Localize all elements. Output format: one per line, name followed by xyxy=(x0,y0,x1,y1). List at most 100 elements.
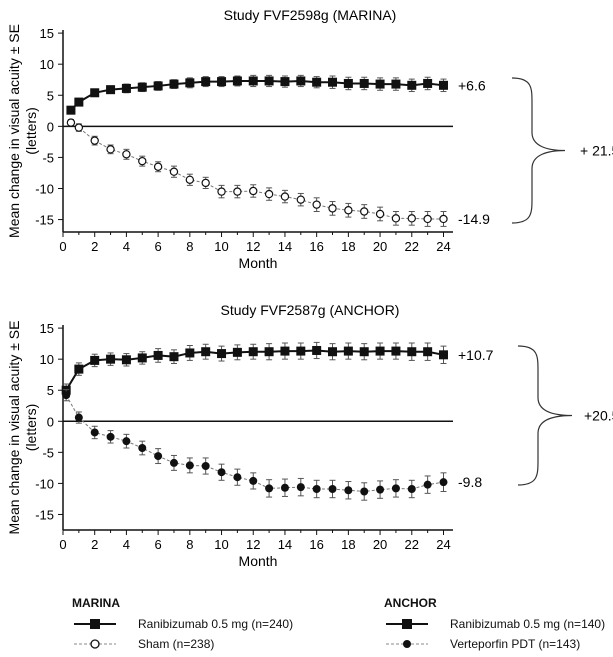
data-point xyxy=(296,195,306,204)
data-point xyxy=(375,346,385,356)
data-point xyxy=(232,76,242,86)
x-tick-label: 0 xyxy=(59,537,66,552)
data-point xyxy=(169,458,178,467)
x-tick-label: 16 xyxy=(309,537,323,552)
x-tick-label: 4 xyxy=(123,239,130,254)
data-point xyxy=(121,355,131,365)
x-tick-label: 10 xyxy=(214,537,228,552)
data-point xyxy=(90,428,99,437)
data-point xyxy=(248,347,258,357)
legend-anchor: ANCHOR Ranibizumab 0.5 mg (n=140) Vertep… xyxy=(384,596,605,654)
data-point xyxy=(137,353,147,363)
legend-label: Verteporfin PDT (n=143) xyxy=(450,637,581,651)
x-tick-label: 2 xyxy=(91,537,98,552)
data-point xyxy=(185,175,195,184)
x-tick-label: 18 xyxy=(341,537,355,552)
filled-square-line-icon xyxy=(74,619,116,629)
series-filled-circle xyxy=(62,389,448,501)
data-point xyxy=(217,349,227,359)
chart-title: Study FVF2598g (MARINA) xyxy=(224,7,397,23)
difference-brace xyxy=(517,345,573,486)
data-point xyxy=(264,76,274,86)
y-tick-label: 15 xyxy=(40,26,54,41)
data-point xyxy=(74,97,84,107)
data-point xyxy=(376,485,385,494)
data-point xyxy=(423,214,432,224)
data-point xyxy=(359,78,369,88)
end-value-label: +6.6 xyxy=(458,77,486,93)
legend-heading: MARINA xyxy=(72,596,120,610)
data-point xyxy=(391,79,401,89)
series-filled-square xyxy=(66,74,448,115)
y-tick-label: -15 xyxy=(35,507,54,522)
data-point xyxy=(343,78,353,88)
y-axis-label: Mean change in visual acuity ± SE xyxy=(6,24,22,238)
series-line xyxy=(70,122,444,220)
data-point xyxy=(312,200,321,209)
difference-brace xyxy=(511,77,566,224)
difference-label: +20.5 xyxy=(584,408,613,424)
y-tick-label: -10 xyxy=(35,181,54,196)
data-point xyxy=(66,118,76,127)
data-point xyxy=(280,483,289,492)
data-point xyxy=(122,437,131,446)
data-point xyxy=(201,77,211,87)
data-point xyxy=(217,468,226,477)
data-point xyxy=(328,77,338,87)
data-point xyxy=(360,487,369,496)
x-tick-label: 8 xyxy=(186,239,193,254)
data-point xyxy=(169,79,179,89)
data-point xyxy=(138,444,147,452)
data-point xyxy=(169,167,179,176)
data-point xyxy=(233,187,242,196)
data-point xyxy=(343,346,353,356)
data-point xyxy=(74,413,83,422)
data-point xyxy=(106,145,115,154)
data-point xyxy=(328,485,337,493)
data-point xyxy=(106,85,116,95)
data-point xyxy=(423,480,432,489)
data-point xyxy=(217,77,227,87)
data-point xyxy=(312,485,321,493)
series-filled-square xyxy=(61,341,448,397)
x-tick-label: 24 xyxy=(436,239,450,254)
end-value-label: -14.9 xyxy=(458,211,490,227)
data-point xyxy=(90,88,100,98)
data-point xyxy=(407,214,416,223)
data-point xyxy=(439,478,448,487)
data-point xyxy=(359,347,369,357)
data-point xyxy=(265,484,274,493)
data-point xyxy=(74,364,84,374)
series-open-circle xyxy=(66,118,448,227)
data-point xyxy=(122,150,131,159)
legend-item: Sham (n=238) xyxy=(72,634,293,654)
data-point xyxy=(233,473,242,482)
data-point xyxy=(280,192,290,201)
y-tick-label: -5 xyxy=(42,150,54,165)
data-point xyxy=(312,345,322,355)
x-tick-label: 20 xyxy=(373,537,387,552)
x-tick-label: 16 xyxy=(309,239,323,254)
data-point xyxy=(201,178,210,188)
x-tick-label: 14 xyxy=(278,537,292,552)
x-tick-label: 2 xyxy=(91,239,98,254)
data-point xyxy=(264,189,274,199)
legend-item: Ranibizumab 0.5 mg (n=240) xyxy=(72,614,293,634)
data-point xyxy=(66,105,76,115)
y-axis-label-units: (letters) xyxy=(23,107,39,154)
y-tick-label: -15 xyxy=(35,213,54,228)
open-circle-line-icon xyxy=(74,639,116,649)
data-point xyxy=(153,81,163,91)
y-tick-label: 0 xyxy=(47,414,54,429)
data-point xyxy=(280,346,290,356)
difference-label: + 21.5 xyxy=(580,143,613,159)
legend-label: Ranibizumab 0.5 mg (n=240) xyxy=(138,617,294,631)
x-tick-label: 22 xyxy=(405,239,419,254)
x-tick-label: 6 xyxy=(155,537,162,552)
y-axis-label-units: (letters) xyxy=(23,404,39,451)
data-point xyxy=(62,391,71,400)
data-point xyxy=(185,461,194,470)
data-point xyxy=(106,432,115,441)
data-point xyxy=(249,186,258,196)
